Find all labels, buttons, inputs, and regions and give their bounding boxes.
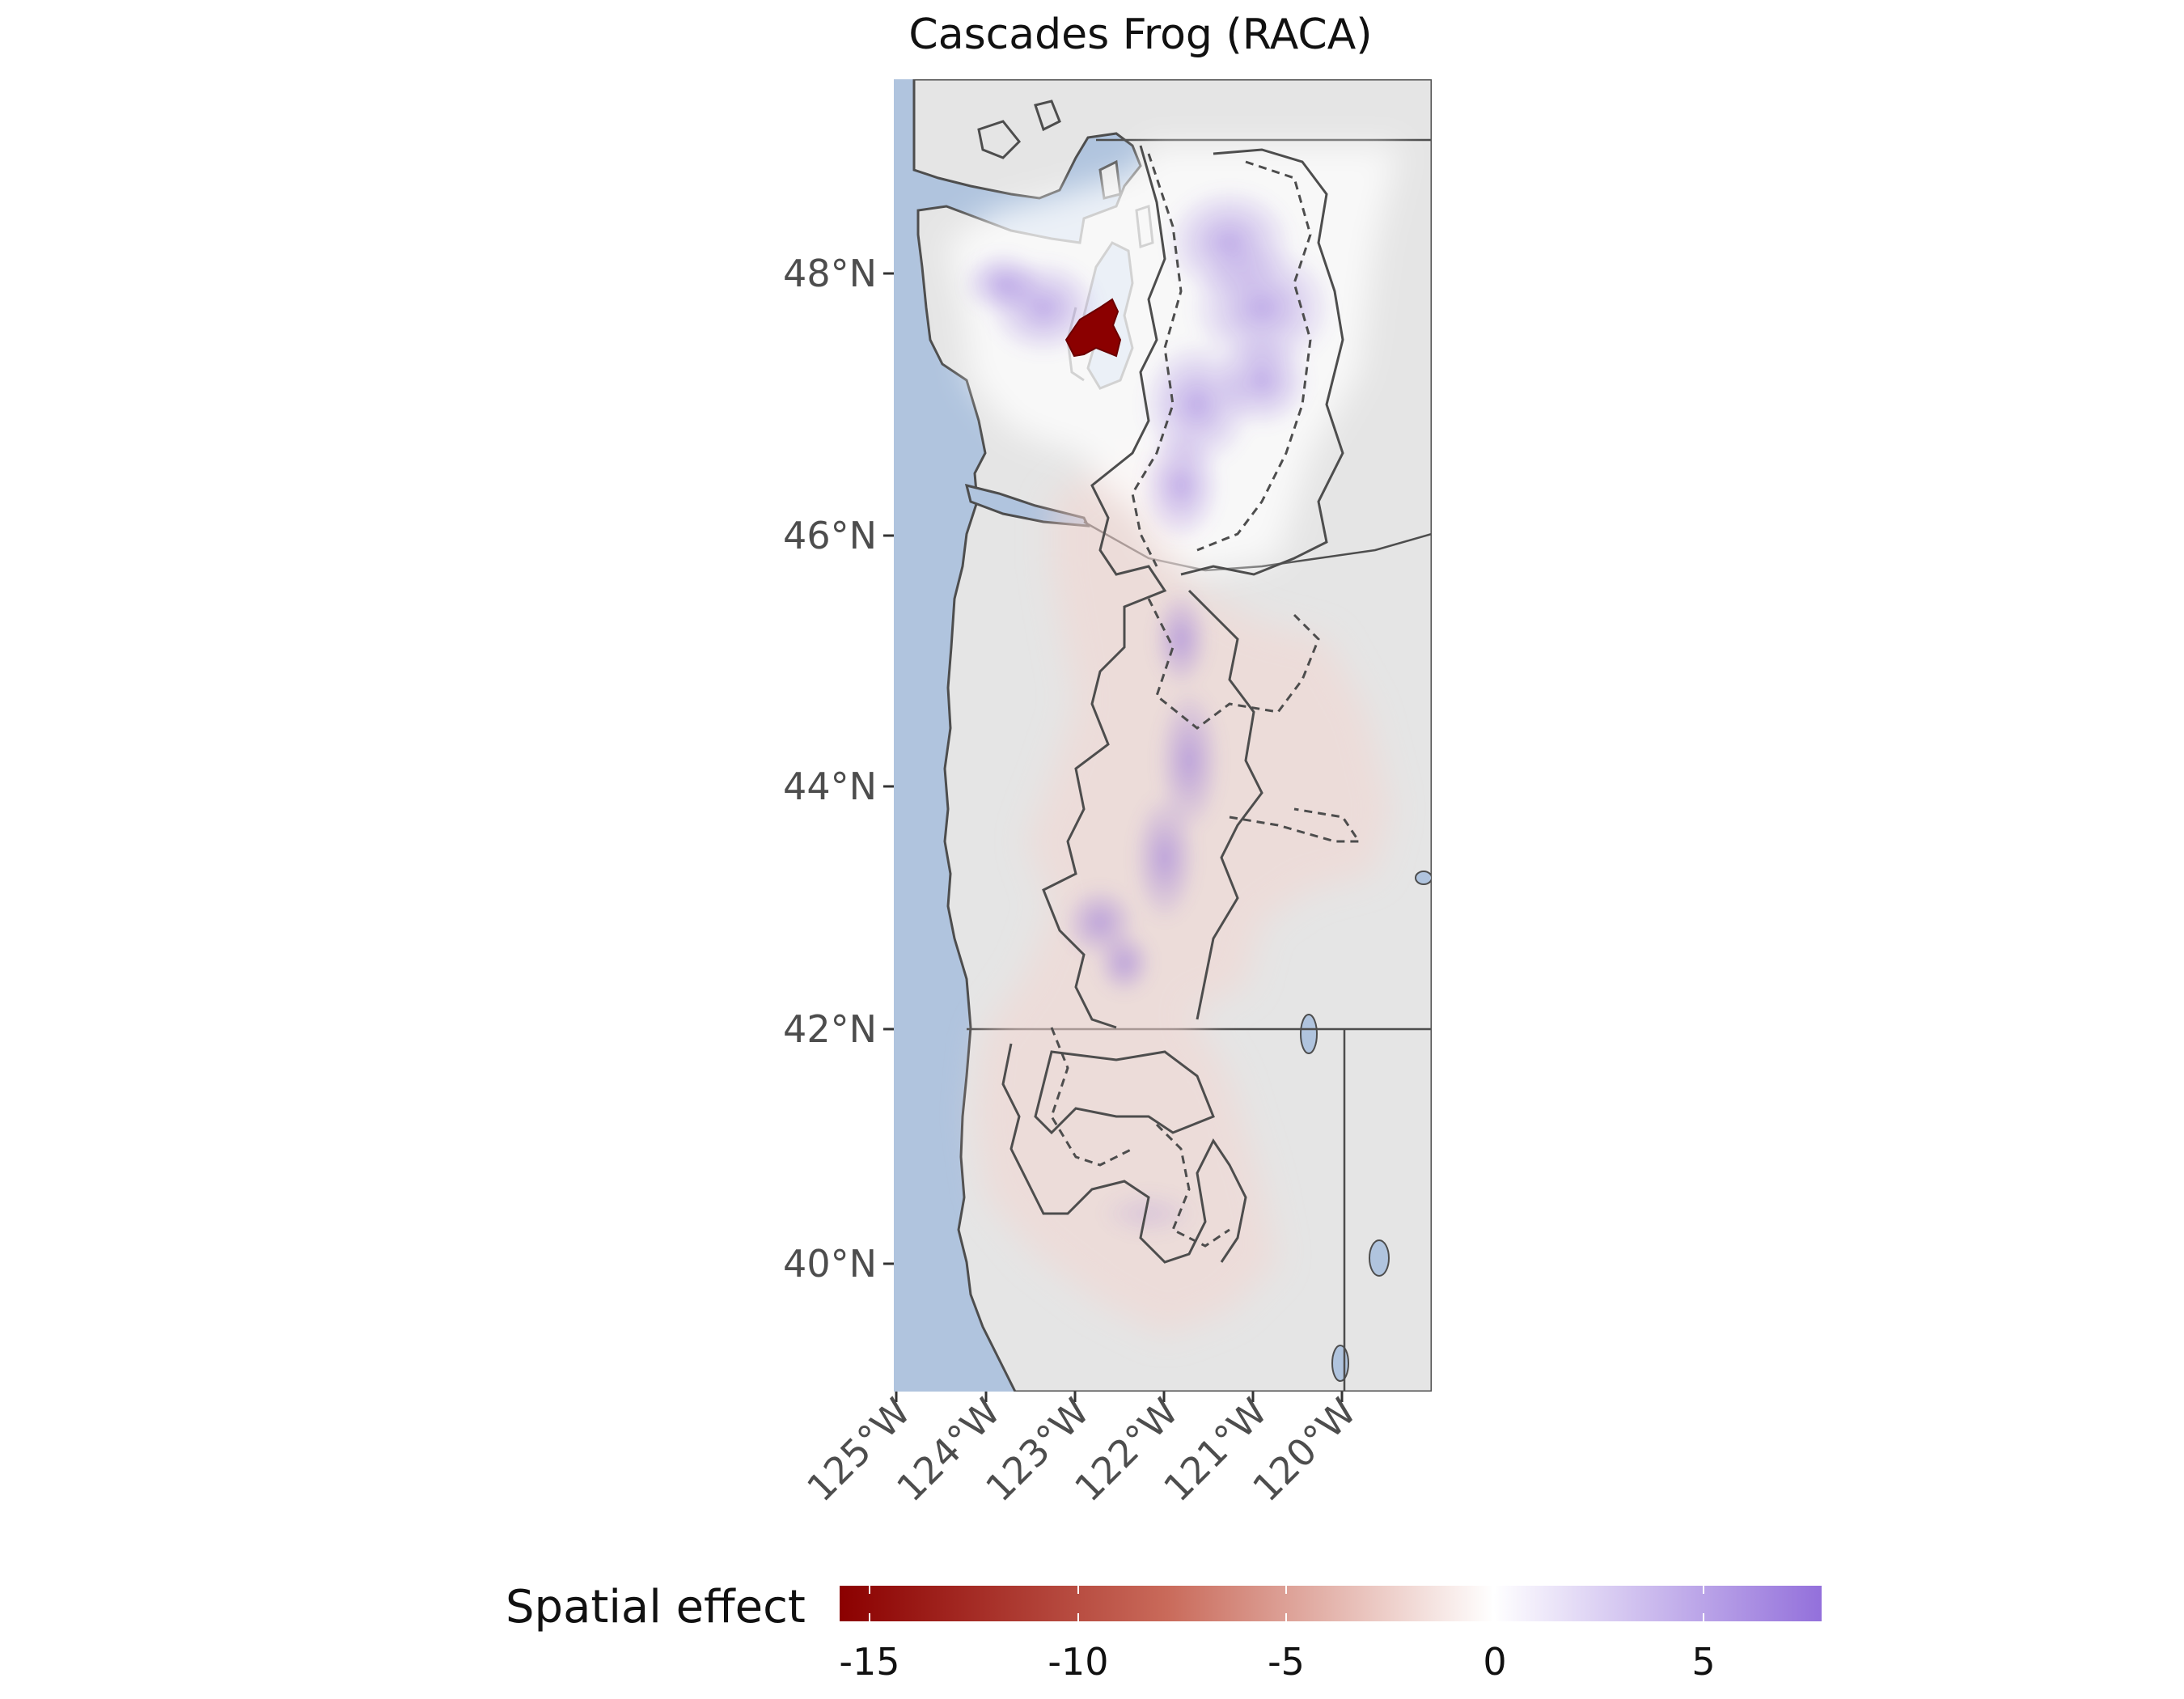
legend-label: -10 <box>1048 1640 1108 1684</box>
map-panel <box>894 79 1432 1392</box>
range-outline <box>1001 145 1344 1264</box>
spatial-effect-surface <box>946 146 1399 1335</box>
lon-axis: 125°W 124°W 123°W 122°W 121°W 120°W <box>798 1390 1365 1510</box>
legend-label: 0 <box>1483 1640 1506 1684</box>
map-title: Cascades Frog (RACA) <box>908 11 1372 59</box>
lat-tick-label: 46°N <box>783 514 877 557</box>
legend-label: -15 <box>839 1640 899 1684</box>
lat-tick-label: 40°N <box>783 1242 877 1286</box>
legend-colorbar <box>840 1586 1822 1621</box>
legend-ticks <box>869 1586 1704 1621</box>
lat-axis: 48°N 46°N 44°N 42°N 40°N <box>783 252 894 1286</box>
lat-tick-label: 42°N <box>783 1007 877 1051</box>
legend-title: Spatial effect <box>506 1581 806 1633</box>
lat-tick-label: 48°N <box>783 252 877 295</box>
legend-label: 5 <box>1691 1640 1715 1684</box>
strong-negative-patch <box>1064 298 1122 358</box>
range-outline-dashed <box>1050 153 1361 1248</box>
legend: Spatial effect -15 -10 -5 0 5 <box>506 1581 1822 1684</box>
legend-label: -5 <box>1268 1640 1305 1684</box>
lat-tick-label: 44°N <box>783 765 877 808</box>
